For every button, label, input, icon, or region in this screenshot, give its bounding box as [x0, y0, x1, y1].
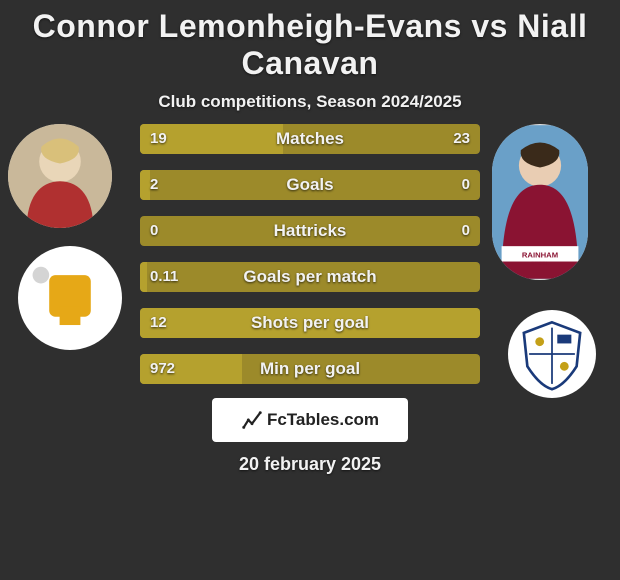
page-title: Connor Lemonheigh-Evans vs Niall Canavan	[0, 8, 620, 82]
stat-value-right: 23	[453, 124, 470, 154]
svg-text:RAINHAM: RAINHAM	[522, 251, 558, 260]
stat-value-right: 0	[462, 170, 470, 200]
stat-bars: 1923Matches20Goals00Hattricks0.11Goals p…	[140, 124, 480, 400]
stat-label: Goals	[140, 170, 480, 200]
stat-row: 972Min per goal	[140, 354, 480, 384]
subtitle: Club competitions, Season 2024/2025	[0, 92, 620, 112]
stat-row: 12Shots per goal	[140, 308, 480, 338]
watermark-text: FcTables.com	[267, 410, 379, 430]
stat-label: Hattricks	[140, 216, 480, 246]
bar-fill-left	[140, 124, 283, 154]
bar-fill-left	[140, 170, 150, 200]
date-label: 20 february 2025	[0, 454, 620, 475]
player-right-photo: RAINHAMSTEEL	[492, 124, 588, 280]
player-left-club-badge	[18, 246, 122, 350]
stat-value-left: 0.11	[150, 262, 178, 292]
player-left-photo	[8, 124, 112, 228]
chart-icon	[241, 409, 263, 431]
stat-row: 2 0Goals	[140, 170, 480, 200]
watermark: FcTables.com	[212, 398, 408, 442]
bar-fill-left	[140, 354, 242, 384]
stat-value-right: 0	[462, 216, 470, 246]
bar-fill-left	[140, 308, 480, 338]
stat-value-left: 0	[150, 216, 158, 246]
comparison-card: Connor Lemonheigh-Evans vs Niall Canavan…	[0, 0, 620, 580]
svg-text:STEEL: STEEL	[531, 261, 550, 267]
bar-fill-left	[140, 262, 147, 292]
stat-row: 1923Matches	[140, 124, 480, 154]
stat-row: 0 0Hattricks	[140, 216, 480, 246]
stat-label: Goals per match	[140, 262, 480, 292]
player-right-club-badge	[508, 310, 596, 398]
stat-row: 0.11Goals per match	[140, 262, 480, 292]
stat-value-left: 2	[150, 170, 158, 200]
